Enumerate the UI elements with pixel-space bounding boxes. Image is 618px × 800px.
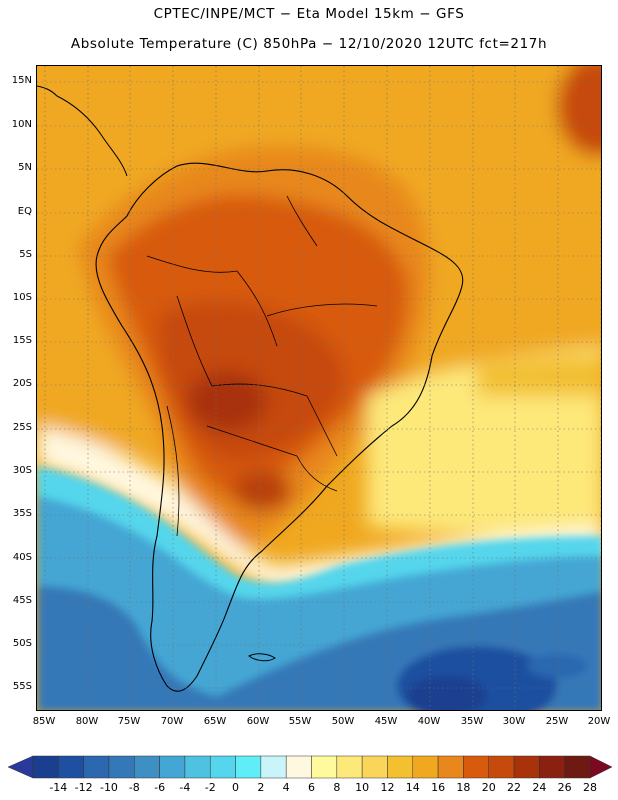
temperature-field (37, 66, 601, 591)
colorbar-cell (134, 755, 160, 779)
lon-label-80w: 80W (75, 716, 99, 727)
lat-label-25s: 25S (12, 422, 32, 433)
colorbar-cell (108, 755, 135, 779)
colorbar-cell (83, 755, 110, 779)
lat-label-45s: 45S (12, 595, 32, 606)
colorbar-cells (7, 755, 613, 779)
colorbar-level-label: 22 (507, 781, 522, 794)
colorbar-cell (412, 755, 439, 779)
colorbar-cell (488, 755, 515, 779)
lon-label-25w: 25W (545, 716, 569, 727)
colorbar-level-label: -12 (74, 781, 93, 794)
colorbar-cell (311, 755, 338, 779)
lon-label-55w: 55W (288, 716, 312, 727)
lat-label-eq: EQ (17, 206, 32, 217)
colorbar-cell (159, 755, 186, 779)
colorbar-under-arrow (7, 755, 34, 779)
country-borders (146, 195, 378, 537)
lat-label-40s: 40S (12, 552, 32, 563)
lat-label-50s: 50S (12, 638, 32, 649)
colorbar-level-label: 6 (308, 781, 315, 794)
lon-label-30w: 30W (502, 716, 526, 727)
colorbar-level-label: 16 (431, 781, 446, 794)
lat-label-20s: 20S (12, 378, 32, 389)
colorbar-level-label: 0 (232, 781, 240, 794)
colorbar-level-label: -2 (204, 781, 216, 794)
title-variable: Absolute Temperature (C) 850hPa − 12/10/… (70, 36, 548, 52)
lat-label-5n: 5N (18, 162, 32, 173)
colorbar-level-label: -8 (128, 781, 140, 794)
lon-label-65w: 65W (203, 716, 227, 727)
colorbar-level-label: 2 (257, 781, 265, 794)
colorbar-level-label: 18 (456, 781, 471, 794)
colorbar-cell (235, 755, 262, 779)
colorbar-cell (437, 755, 464, 779)
colorbar-level-label: 14 (405, 781, 420, 794)
colorbar-cell (32, 755, 59, 779)
cold-field (37, 466, 601, 710)
colorbar-cell (336, 755, 363, 779)
colorbar-level-label: -4 (179, 781, 191, 794)
colorbar-cell (209, 755, 236, 779)
lat-label-5s: 5S (19, 249, 32, 260)
lat-label-55s: 55S (12, 681, 32, 692)
lat-label-35s: 35S (12, 508, 32, 519)
colorbar-over-arrow (589, 755, 613, 779)
colorbar-level-label: -10 (99, 781, 118, 794)
colorbar-level-label: 28 (583, 781, 597, 794)
colorbar (7, 755, 613, 779)
temperature-map[interactable] (36, 65, 602, 711)
lon-label-40w: 40W (417, 716, 441, 727)
lat-label-15s: 15S (12, 335, 32, 346)
colorbar-level-label: 24 (532, 781, 547, 794)
colorbar-level-label: -6 (154, 781, 166, 794)
colorbar-cell (539, 755, 565, 779)
central-america-outline (37, 85, 128, 177)
colorbar-level-label: 12 (380, 781, 395, 794)
falklands-outline (248, 653, 276, 662)
lon-label-70w: 70W (160, 716, 184, 727)
colorbar-cell (564, 755, 591, 779)
colorbar-level-label: 26 (557, 781, 572, 794)
colorbar-cell (285, 755, 312, 779)
lon-label-35w: 35W (460, 716, 484, 727)
colorbar-level-label: 8 (333, 781, 341, 794)
lat-label-10n: 10N (11, 119, 32, 130)
title-model: CPTEC/INPE/MCT − Eta Model 15km − GFS (153, 6, 465, 22)
colorbar-cell (513, 755, 540, 779)
lon-label-75w: 75W (117, 716, 141, 727)
colorbar-level-label: 10 (355, 781, 370, 794)
lat-label-15n: 15N (11, 75, 32, 86)
lon-label-45w: 45W (374, 716, 398, 727)
colorbar-cell (58, 755, 84, 779)
colorbar-cell (387, 755, 414, 779)
colorbar-cell (463, 755, 489, 779)
lon-label-60w: 60W (246, 716, 270, 727)
colorbar-cell (260, 755, 287, 779)
colorbar-level-label: 4 (282, 781, 290, 794)
colorbar-cell (361, 755, 388, 779)
lon-label-20w: 20W (587, 716, 611, 727)
continent-outline (95, 162, 464, 692)
lat-label-30s: 30S (12, 465, 32, 476)
colorbar-cell (184, 755, 211, 779)
colorbar-level-label: 20 (481, 781, 496, 794)
map-canvas (37, 66, 601, 710)
lon-label-85w: 85W (32, 716, 56, 727)
lat-label-10s: 10S (12, 292, 32, 303)
colorbar-level-label: -14 (49, 781, 68, 794)
lon-label-50w: 50W (331, 716, 355, 727)
